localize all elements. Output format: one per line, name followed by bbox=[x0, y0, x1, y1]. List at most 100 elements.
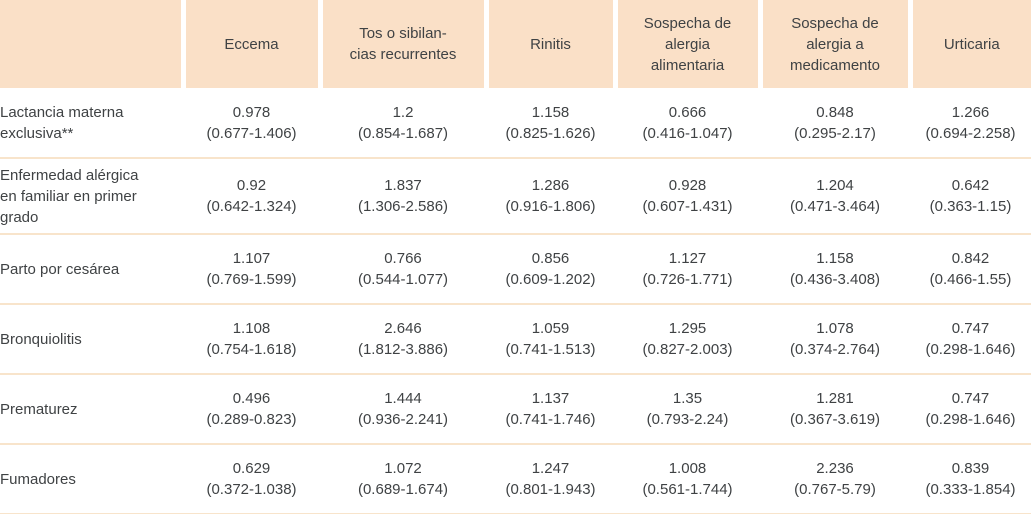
table-cell: 0.666 (0.416-1.047) bbox=[615, 88, 760, 159]
cell-value: 0.978 bbox=[232, 103, 271, 121]
cell-value: 1.444 bbox=[384, 390, 422, 407]
table-cell: 0.642 (0.363-1.15) bbox=[910, 158, 1031, 235]
cell-value: 1.286 bbox=[531, 177, 570, 194]
cell-ci: (0.298-1.646) bbox=[925, 411, 1016, 428]
cell-ci: (0.372-1.038) bbox=[206, 481, 297, 498]
cell-ci: (0.689-1.674) bbox=[357, 481, 449, 498]
cell-value: 2.236 bbox=[816, 460, 854, 477]
cell-ci: (0.767-5.79) bbox=[794, 481, 876, 498]
table-cell: 1.008 (0.561-1.744) bbox=[615, 444, 760, 514]
table-cell: 2.236 (0.767-5.79) bbox=[760, 444, 910, 514]
table-row: Fumadores 0.629 (0.372-1.038) 1.072 (0.689… bbox=[0, 444, 1031, 514]
cell-value: 1.078 bbox=[816, 320, 854, 337]
cell-ci: (0.825-1.626) bbox=[505, 124, 596, 142]
cell-ci: (0.854-1.687) bbox=[357, 124, 449, 142]
table-cell: 2.646 (1.812-3.886) bbox=[320, 304, 486, 375]
cell-value: 2.646 bbox=[384, 320, 422, 337]
table-cell: 0.842 (0.466-1.55) bbox=[910, 234, 1031, 305]
table-row: Lactancia materna exclusiva** 0.978 (0.67… bbox=[0, 88, 1031, 159]
row-label-enfermedad-alergica: Enfermedad alérgica en familiar en prime… bbox=[0, 158, 183, 235]
column-header-tos-sibilancias: Tos o sibilan- cias recurrentes bbox=[317, 0, 486, 88]
table-cell: 1.072 (0.689-1.674) bbox=[320, 444, 486, 514]
column-header-rinitis: Rinitis bbox=[483, 0, 615, 88]
cell-value: 0.747 bbox=[951, 390, 990, 407]
table-cell: 1.286 (0.916-1.806) bbox=[486, 158, 615, 235]
cell-value: 0.928 bbox=[668, 177, 707, 194]
cell-ci: (0.374-2.764) bbox=[789, 341, 881, 358]
cell-ci: (0.363-1.15) bbox=[929, 198, 1012, 215]
cell-value: 1.266 bbox=[951, 103, 990, 121]
table-cell: 1.108 (0.754-1.618) bbox=[183, 304, 320, 375]
cell-value: 1.158 bbox=[531, 103, 570, 121]
cell-ci: (0.295-2.17) bbox=[794, 124, 876, 142]
cell-ci: (0.607-1.431) bbox=[642, 198, 733, 215]
cell-value: 1.247 bbox=[531, 460, 570, 477]
table-cell: 1.078 (0.374-2.764) bbox=[760, 304, 910, 375]
table-cell: 1.444 (0.936-2.241) bbox=[320, 374, 486, 445]
cell-ci: (0.726-1.771) bbox=[642, 271, 733, 288]
table-row: Prematurez 0.496 (0.289-0.823) 1.444 (0.93… bbox=[0, 374, 1031, 445]
cell-value: 0.856 bbox=[531, 250, 570, 267]
cell-value: 0.842 bbox=[951, 250, 990, 267]
cell-ci: (0.801-1.943) bbox=[505, 481, 596, 498]
cell-ci: (0.609-1.202) bbox=[505, 271, 596, 288]
table-cell: 1.158 (0.825-1.626) bbox=[486, 88, 615, 159]
table-cell: 0.839 (0.333-1.854) bbox=[910, 444, 1031, 514]
table-cell: 0.978 (0.677-1.406) bbox=[183, 88, 320, 159]
cell-ci: (0.677-1.406) bbox=[206, 124, 297, 142]
cell-value: 1.107 bbox=[232, 250, 271, 267]
cell-value: 1.2 bbox=[392, 103, 414, 121]
cell-value: 0.766 bbox=[384, 250, 422, 267]
table-cell: 1.107 (0.769-1.599) bbox=[183, 234, 320, 305]
cell-ci: (0.916-1.806) bbox=[505, 198, 596, 215]
table-cell: 0.496 (0.289-0.823) bbox=[183, 374, 320, 445]
cell-ci: (0.289-0.823) bbox=[206, 411, 297, 428]
table-cell: 1.247 (0.801-1.943) bbox=[486, 444, 615, 514]
row-label-lactancia: Lactancia materna exclusiva** bbox=[0, 88, 183, 159]
cell-ci: (0.754-1.618) bbox=[206, 341, 297, 358]
table-cell: 1.059 (0.741-1.513) bbox=[486, 304, 615, 375]
table-cell: 0.747 (0.298-1.646) bbox=[910, 304, 1031, 375]
table-cell: 0.848 (0.295-2.17) bbox=[760, 88, 910, 159]
table-cell: 0.747 (0.298-1.646) bbox=[910, 374, 1031, 445]
cell-ci: (0.471-3.464) bbox=[789, 198, 881, 215]
cell-value: 0.839 bbox=[951, 460, 990, 477]
table-row: Bronquiolitis 1.108 (0.754-1.618) 2.646 (1… bbox=[0, 304, 1031, 375]
cell-value: 1.204 bbox=[816, 177, 854, 194]
cell-ci: (0.827-2.003) bbox=[642, 341, 733, 358]
table-cell: 1.281 (0.367-3.619) bbox=[760, 374, 910, 445]
cell-ci: (0.642-1.324) bbox=[206, 198, 297, 215]
column-header-eccema: Eccema bbox=[180, 0, 320, 88]
cell-value: 1.295 bbox=[668, 320, 707, 337]
cell-value: 0.666 bbox=[668, 103, 707, 121]
cell-value: 0.629 bbox=[232, 460, 271, 477]
table-cell: 1.127 (0.726-1.771) bbox=[615, 234, 760, 305]
cell-value: 1.127 bbox=[668, 250, 707, 267]
cell-ci: (0.298-1.646) bbox=[925, 341, 1016, 358]
table-cell: 1.837 (1.306-2.586) bbox=[320, 158, 486, 235]
cell-value: 1.059 bbox=[531, 320, 570, 337]
row-label-bronquiolitis: Bronquiolitis bbox=[0, 304, 183, 375]
column-header-alergia-medicamento: Sospecha de alergia a medicamento bbox=[757, 0, 910, 88]
cell-ci: (0.333-1.854) bbox=[925, 481, 1016, 498]
cell-ci: (0.466-1.55) bbox=[929, 271, 1012, 288]
table-cell: 1.137 (0.741-1.746) bbox=[486, 374, 615, 445]
table-cell: 1.158 (0.436-3.408) bbox=[760, 234, 910, 305]
corner-cell bbox=[0, 0, 183, 88]
cell-ci: (1.812-3.886) bbox=[357, 341, 449, 358]
column-header-alergia-alimentaria: Sospecha de alergia alimentaria bbox=[612, 0, 760, 88]
cell-value: 0.496 bbox=[232, 390, 271, 407]
table-cell: 0.92 (0.642-1.324) bbox=[183, 158, 320, 235]
table-cell: 1.2 (0.854-1.687) bbox=[320, 88, 486, 159]
cell-ci: (0.544-1.077) bbox=[357, 271, 449, 288]
cell-ci: (0.561-1.744) bbox=[642, 481, 733, 498]
header-row: Eccema Tos o sibilan- cias recurrentes R… bbox=[0, 0, 1031, 88]
cell-value: 1.158 bbox=[816, 250, 854, 267]
cell-ci: (0.793-2.24) bbox=[646, 411, 729, 428]
cell-value: 0.642 bbox=[951, 177, 990, 194]
cell-value: 1.35 bbox=[672, 390, 703, 407]
row-label-parto-cesarea: Parto por cesárea bbox=[0, 234, 183, 305]
table-row: Enfermedad alérgica en familiar en prime… bbox=[0, 158, 1031, 235]
